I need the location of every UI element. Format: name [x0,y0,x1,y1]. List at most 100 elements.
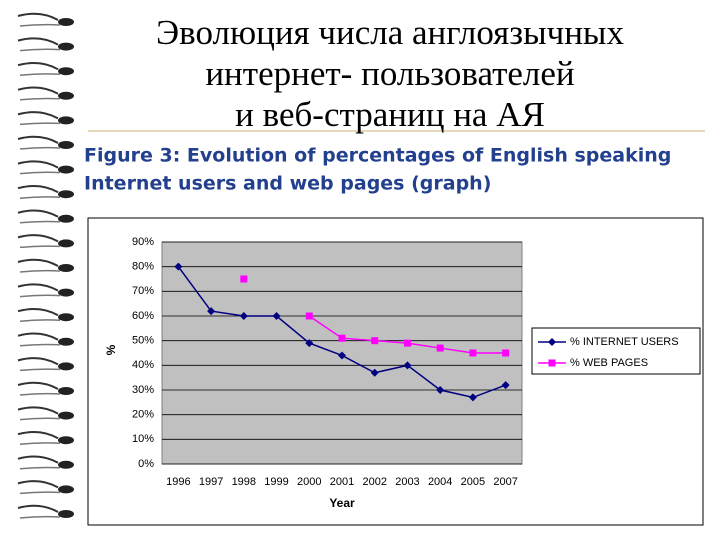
ring [19,245,61,249]
ring [19,294,61,298]
ring [19,48,61,52]
legend-label: % INTERNET USERS [570,336,679,348]
marker [174,262,183,271]
ring [17,61,59,71]
y-tick-label: 60% [132,310,154,322]
y-tick-label: 10% [132,433,154,445]
marker [371,337,379,345]
hole [58,510,74,518]
ring [19,466,61,470]
ring [17,258,59,267]
marker [207,307,216,316]
ring [19,269,61,273]
ring [17,430,59,440]
ring [17,12,59,21]
marker [469,349,477,357]
ring [19,196,61,199]
y-tick-label: 20% [132,409,154,421]
hole [58,436,74,445]
ring [19,392,61,396]
marker [305,339,314,348]
marker [272,312,281,320]
hole [58,18,74,26]
hole [58,165,74,174]
x-tick-label: 1996 [166,476,190,488]
ring [19,515,61,519]
hole [58,239,74,248]
ring [17,283,59,292]
hole [58,460,74,469]
title-line: интернет- пользователей [205,54,574,93]
y-tick-label: 0% [138,458,154,470]
caption-line: Figure 3: Evolution of percentages of En… [84,145,671,167]
y-axis-label: % [104,344,118,355]
ring [19,220,61,224]
ring [19,343,61,347]
title-line: и веб-страниц на АЯ [235,95,545,134]
ring [19,442,61,445]
ring [17,504,59,513]
marker [436,386,445,394]
legend-marker [548,338,556,346]
ring [17,332,59,341]
marker [239,312,248,320]
hole [58,214,74,223]
ring [19,417,61,421]
ring [17,455,59,464]
ring [17,209,59,218]
legend [531,327,701,375]
ring [17,480,59,489]
hole [58,116,74,125]
binding [17,12,74,519]
ring [19,146,61,150]
hole [58,190,74,199]
y-tick-label: 80% [132,261,154,273]
title-line: Эволюция числа англоязычных [156,13,624,52]
ring [19,122,61,126]
hole [58,288,74,297]
marker [305,312,313,320]
ring [17,234,59,243]
ring [19,73,61,76]
x-tick-label: 2000 [297,476,321,488]
hole [58,362,74,371]
marker [501,381,510,390]
marker [338,334,346,342]
hole [58,337,74,346]
y-tick-label: 30% [132,384,154,396]
ring [19,491,61,495]
ring [19,319,61,322]
hole [58,141,74,149]
ring [17,406,59,415]
y-tick-label: 70% [132,285,154,297]
x-tick-label: 2005 [461,476,485,488]
ring [17,37,59,46]
legend-marker [548,359,556,367]
ring [19,368,61,372]
marker [468,393,477,402]
ring [17,135,59,144]
x-tick-label: 2004 [428,476,452,488]
ring [17,111,59,120]
ring [17,357,59,366]
ring [17,307,59,317]
marker [403,361,412,370]
hole [58,411,74,420]
x-tick-label: 2007 [493,476,517,488]
x-tick-label: 1998 [232,476,256,488]
hole [58,91,74,100]
marker [436,344,444,352]
marker [370,368,379,377]
x-axis-label: Year [329,496,355,510]
y-tick-label: 40% [132,359,154,371]
marker [403,339,411,347]
x-tick-label: 2001 [330,476,354,488]
hole [58,387,74,395]
marker [502,349,510,357]
ring [19,97,61,101]
y-tick-label: 50% [132,335,154,347]
ring [17,381,59,390]
x-tick-label: 1999 [264,476,288,488]
